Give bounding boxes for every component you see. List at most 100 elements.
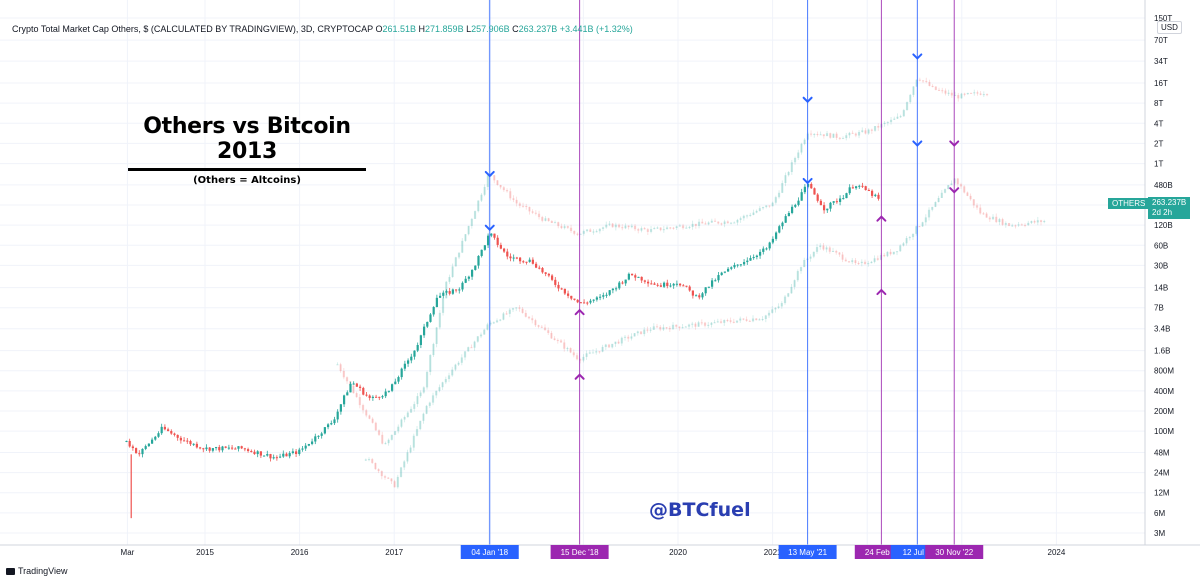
candle-body xyxy=(518,203,521,206)
candle-body xyxy=(330,423,333,425)
candle-body xyxy=(649,329,652,331)
candle-body xyxy=(681,327,684,329)
candle-body xyxy=(371,396,374,398)
candle-body xyxy=(544,272,547,274)
candle-body xyxy=(662,327,665,330)
chart-subtitle: (Others = Altcoins) xyxy=(193,175,301,186)
candle-body xyxy=(982,213,985,215)
plot-area[interactable] xyxy=(0,0,1145,545)
candle-body xyxy=(905,238,908,244)
candle-body xyxy=(141,448,144,455)
candle-body xyxy=(442,292,445,296)
candle-body xyxy=(669,227,672,229)
candle-body xyxy=(832,133,835,138)
time-scale[interactable]: Mar 2015 2016 2017 2020 2021 2024 xyxy=(121,548,1066,557)
price-tick-label: 800M xyxy=(1154,367,1174,376)
candle-body xyxy=(729,222,733,224)
candle-body xyxy=(845,193,848,199)
candle-body xyxy=(476,336,479,342)
candle-body xyxy=(611,343,614,348)
candle-body xyxy=(371,418,374,423)
candle-body xyxy=(585,353,588,357)
candle-body xyxy=(764,315,767,320)
candle-body xyxy=(835,250,838,253)
date-tag-box xyxy=(550,545,609,559)
legend-change: +3.441B (+1.32%) xyxy=(559,24,633,34)
candle-body xyxy=(365,394,368,396)
candle-body xyxy=(237,446,240,449)
candle-body xyxy=(304,445,307,449)
candle-body xyxy=(416,344,419,351)
candle-body xyxy=(723,221,726,225)
candle-body xyxy=(672,227,675,229)
candle-body xyxy=(745,319,748,321)
candle-body xyxy=(816,133,819,135)
candle-body xyxy=(554,279,557,285)
candle-body xyxy=(368,415,371,419)
candle-body xyxy=(627,225,630,228)
candle-body xyxy=(150,439,154,444)
tradingview-brand[interactable]: TradingView xyxy=(6,566,68,576)
candle-body xyxy=(684,326,687,328)
candle-body xyxy=(399,467,403,477)
candle-body xyxy=(576,233,579,235)
candle-body xyxy=(409,447,412,453)
candle-body xyxy=(649,229,653,232)
candle-body xyxy=(809,256,812,259)
candle-body xyxy=(723,320,726,323)
candle-body xyxy=(726,320,729,322)
candle-body xyxy=(451,266,454,278)
candle-body xyxy=(339,404,342,412)
candle-body xyxy=(751,318,755,322)
candle-body xyxy=(624,279,627,284)
candle-body xyxy=(947,92,950,94)
candle-body xyxy=(831,250,835,252)
candle-body xyxy=(825,133,829,137)
candle-body xyxy=(931,85,934,87)
candle-body xyxy=(387,390,390,392)
candle-body xyxy=(739,218,742,220)
legend-low: 257.906B xyxy=(471,24,510,34)
candle-body xyxy=(746,260,749,263)
candle-body xyxy=(675,226,678,229)
candle-body xyxy=(569,227,573,231)
candle-body xyxy=(710,322,713,325)
candle-body xyxy=(758,319,761,321)
candle-body xyxy=(509,191,512,199)
candle-body xyxy=(854,186,858,189)
candle-body xyxy=(729,320,732,322)
candle-body xyxy=(585,229,589,232)
candle-body xyxy=(768,205,771,207)
candle-body xyxy=(633,225,637,230)
candle-body xyxy=(934,86,937,90)
candle-body xyxy=(1023,224,1027,226)
candle-body xyxy=(1020,224,1023,226)
candle-body xyxy=(601,227,605,229)
time-tick-label: 2017 xyxy=(385,548,403,557)
candle-body xyxy=(589,300,592,303)
currency-label[interactable]: USD xyxy=(1157,21,1182,34)
candle-body xyxy=(489,322,492,325)
candle-body xyxy=(854,133,857,136)
price-scale[interactable]: 150T70T34T16T8T4T2T1T480B240B120B60B30B1… xyxy=(1154,14,1174,538)
legend-symbol[interactable]: Crypto Total Market Cap Others, $ (CALCU… xyxy=(12,24,373,34)
author-watermark: @BTCfuel xyxy=(649,499,751,521)
marker-arrows xyxy=(484,53,960,380)
candle-body xyxy=(547,273,550,276)
candle-body xyxy=(851,132,854,134)
price-tick-label: 16T xyxy=(1154,79,1168,88)
candle-body xyxy=(607,344,611,348)
candle-body xyxy=(336,411,339,420)
candle-body xyxy=(454,364,457,370)
candle-body xyxy=(717,221,720,224)
candle-body xyxy=(781,222,784,227)
candle-body xyxy=(1011,225,1014,227)
candle-body xyxy=(493,233,496,238)
candle-body xyxy=(655,326,659,328)
candle-body xyxy=(921,222,924,227)
candle-body xyxy=(521,205,525,207)
candle-body xyxy=(192,443,195,445)
candle-body xyxy=(518,257,522,262)
candle-body xyxy=(643,329,646,335)
